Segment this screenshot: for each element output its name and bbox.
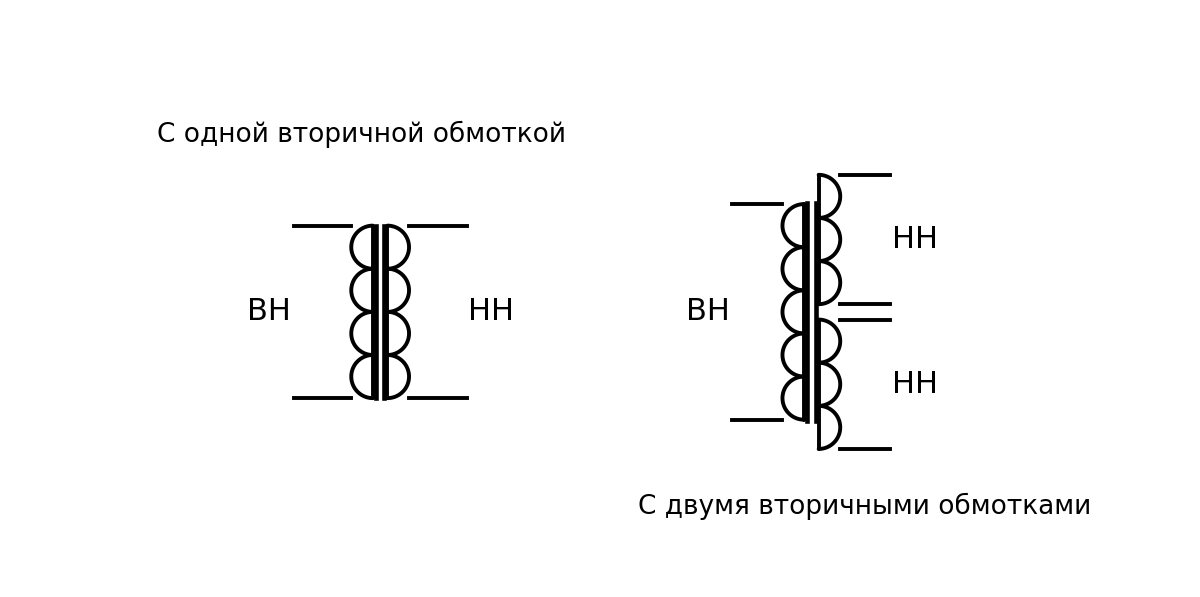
Text: НН: НН xyxy=(892,225,938,254)
Text: НН: НН xyxy=(892,370,938,399)
Text: С одной вторичной обмоткой: С одной вторичной обмоткой xyxy=(157,121,566,149)
Text: НН: НН xyxy=(468,297,515,327)
Text: ВН: ВН xyxy=(686,297,730,327)
Text: С двумя вторичными обмотками: С двумя вторичными обмотками xyxy=(638,493,1091,521)
Text: ВН: ВН xyxy=(247,297,290,327)
